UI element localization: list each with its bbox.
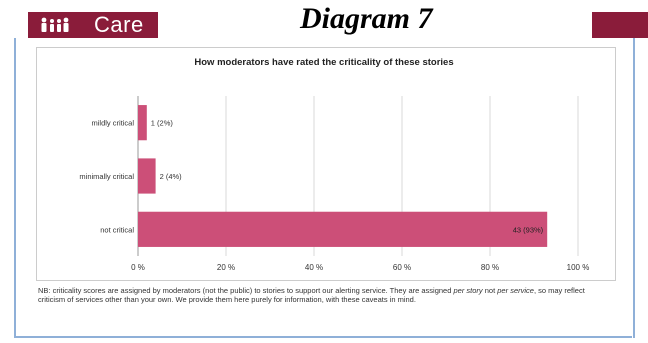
family-icon [41, 17, 69, 32]
bar [138, 105, 147, 141]
x-tick-label: 60 % [393, 263, 411, 272]
data-label: 1 (2%) [151, 119, 174, 128]
footnote-part1: NB: criticality scores are assigned by m… [38, 286, 454, 295]
data-label: 2 (4%) [160, 172, 183, 181]
bar [138, 211, 548, 247]
category-label: mildly critical [91, 119, 134, 128]
brand-bar [28, 12, 158, 38]
content-frame-right [633, 38, 635, 338]
bar [138, 158, 156, 194]
footnote-italic1: per story [453, 286, 483, 295]
x-tick-label: 100 % [567, 263, 590, 272]
x-tick-label: 80 % [481, 263, 499, 272]
brand-name: Care [94, 12, 144, 37]
content-frame [14, 38, 632, 338]
chart-title: How moderators have rated the criticalit… [194, 57, 454, 68]
x-tick-label: 40 % [305, 263, 323, 272]
brand-bar-right [592, 12, 648, 38]
x-tick-label: 0 % [131, 263, 145, 272]
category-label: not critical [100, 225, 134, 234]
category-label: minimally critical [79, 172, 134, 181]
data-label: 43 (93%) [513, 225, 544, 234]
footnote-italic2: per service [497, 286, 534, 295]
footnote: NB: criticality scores are assigned by m… [38, 286, 600, 304]
footnote-part2: not [482, 286, 498, 295]
diagram-label: Diagram 7 [300, 2, 433, 35]
footnote-part3: , so may reflect criticism of services o… [38, 286, 585, 304]
x-tick-label: 20 % [217, 263, 235, 272]
